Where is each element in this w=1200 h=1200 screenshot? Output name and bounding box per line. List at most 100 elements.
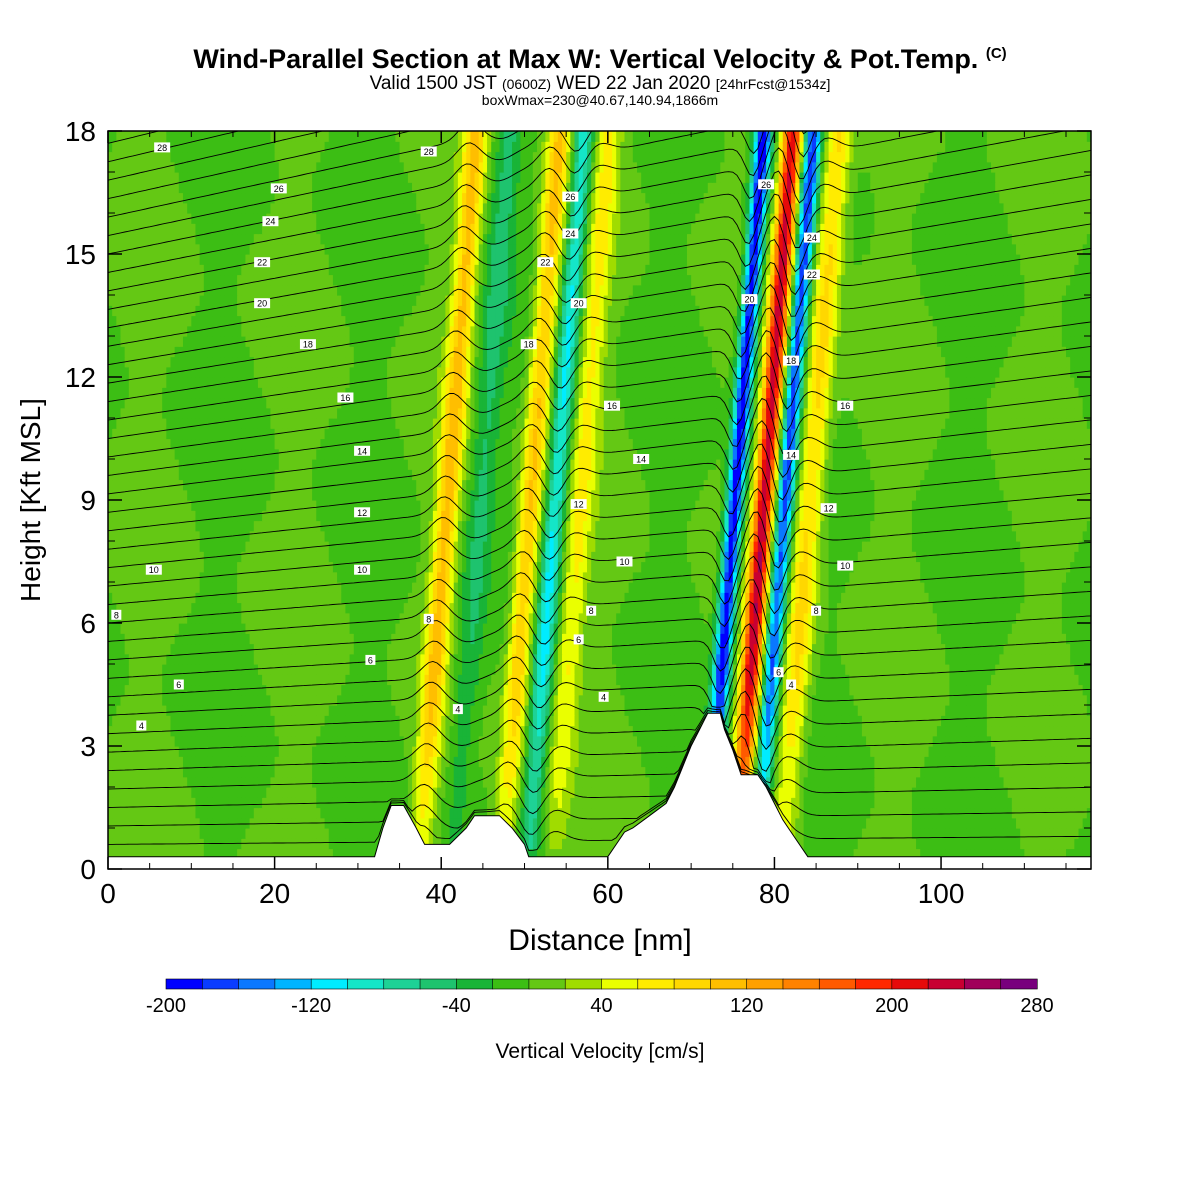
w-cell bbox=[420, 807, 426, 819]
w-cell bbox=[574, 725, 580, 737]
w-cell bbox=[1082, 766, 1088, 778]
w-cell bbox=[666, 674, 671, 686]
w-cell bbox=[307, 838, 313, 850]
w-cell bbox=[516, 828, 521, 839]
w-cell bbox=[936, 787, 942, 798]
w-cell bbox=[1074, 746, 1080, 757]
w-cell bbox=[820, 694, 826, 706]
w-cell bbox=[520, 746, 526, 757]
w-cell bbox=[207, 643, 213, 655]
w-cell bbox=[778, 705, 784, 716]
w-cell bbox=[1003, 684, 1009, 696]
w-cell bbox=[670, 664, 676, 675]
w-cell bbox=[141, 735, 147, 747]
w-cell bbox=[591, 725, 596, 737]
w-cell bbox=[599, 787, 605, 798]
w-cell bbox=[657, 694, 663, 706]
w-cell bbox=[337, 715, 342, 727]
w-cell bbox=[857, 725, 863, 737]
w-cell bbox=[595, 746, 601, 757]
w-cell bbox=[132, 838, 138, 850]
w-cell bbox=[353, 674, 359, 686]
w-cell bbox=[166, 787, 172, 798]
w-cell bbox=[936, 807, 942, 819]
w-cell bbox=[749, 735, 755, 747]
w-cell bbox=[945, 756, 950, 768]
w-cell bbox=[703, 694, 709, 706]
w-cell bbox=[582, 756, 588, 768]
w-cell bbox=[1016, 684, 1021, 696]
w-cell bbox=[624, 776, 630, 788]
w-cell bbox=[986, 746, 992, 757]
w-cell bbox=[516, 653, 521, 665]
w-cell bbox=[357, 715, 363, 727]
w-cell bbox=[216, 715, 222, 727]
w-cell bbox=[403, 756, 409, 768]
w-cell bbox=[607, 674, 613, 686]
w-cell bbox=[153, 643, 159, 655]
w-cell bbox=[999, 725, 1005, 737]
w-cell bbox=[641, 766, 646, 778]
w-cell bbox=[395, 787, 401, 798]
w-cell bbox=[570, 776, 576, 788]
w-cell bbox=[345, 776, 351, 788]
w-cell bbox=[861, 746, 867, 757]
w-cell bbox=[453, 735, 459, 747]
w-cell bbox=[449, 746, 455, 757]
w-cell bbox=[1066, 756, 1071, 768]
w-cell bbox=[1011, 776, 1017, 788]
w-cell bbox=[341, 694, 347, 706]
w-cell bbox=[195, 848, 201, 860]
w-cell bbox=[249, 705, 255, 716]
w-cell bbox=[407, 715, 413, 727]
w-cell bbox=[441, 838, 446, 850]
w-cell bbox=[916, 848, 921, 860]
w-cell bbox=[845, 766, 851, 778]
w-cell bbox=[291, 664, 297, 675]
w-cell bbox=[974, 787, 980, 798]
w-cell bbox=[278, 735, 284, 747]
w-cell bbox=[1020, 674, 1025, 686]
w-cell bbox=[249, 756, 255, 768]
w-cell bbox=[878, 684, 884, 696]
w-cell bbox=[487, 735, 492, 747]
w-cell bbox=[249, 725, 255, 737]
w-cell bbox=[1053, 828, 1059, 839]
w-cell bbox=[866, 838, 871, 850]
w-cell bbox=[1032, 787, 1038, 798]
w-cell bbox=[595, 828, 601, 839]
w-cell bbox=[1045, 694, 1050, 706]
w-cell bbox=[412, 797, 417, 809]
w-cell bbox=[237, 776, 242, 788]
w-cell bbox=[836, 797, 842, 809]
w-cell bbox=[470, 684, 476, 696]
w-cell bbox=[362, 807, 367, 819]
w-cell bbox=[986, 705, 992, 716]
w-cell bbox=[207, 766, 213, 778]
w-cell bbox=[870, 664, 876, 675]
w-cell bbox=[853, 725, 859, 737]
w-cell bbox=[282, 664, 288, 675]
w-cell bbox=[666, 715, 671, 727]
w-cell bbox=[428, 725, 434, 737]
w-cell bbox=[237, 787, 242, 798]
w-cell bbox=[316, 848, 322, 860]
w-cell bbox=[674, 735, 680, 747]
w-cell bbox=[174, 643, 180, 655]
w-cell bbox=[482, 715, 488, 727]
w-cell bbox=[108, 746, 113, 757]
w-cell bbox=[416, 674, 421, 686]
w-cell bbox=[449, 817, 455, 829]
w-cell bbox=[845, 684, 851, 696]
w-cell bbox=[153, 776, 159, 788]
w-cell bbox=[1003, 705, 1009, 716]
w-cell bbox=[803, 787, 809, 798]
w-cell bbox=[262, 828, 267, 839]
w-cell bbox=[295, 807, 301, 819]
w-cell bbox=[541, 787, 546, 798]
w-cell bbox=[257, 684, 263, 696]
w-cell bbox=[524, 756, 530, 768]
w-cell bbox=[578, 766, 584, 778]
w-cell bbox=[1049, 776, 1055, 788]
w-cell bbox=[949, 705, 955, 716]
